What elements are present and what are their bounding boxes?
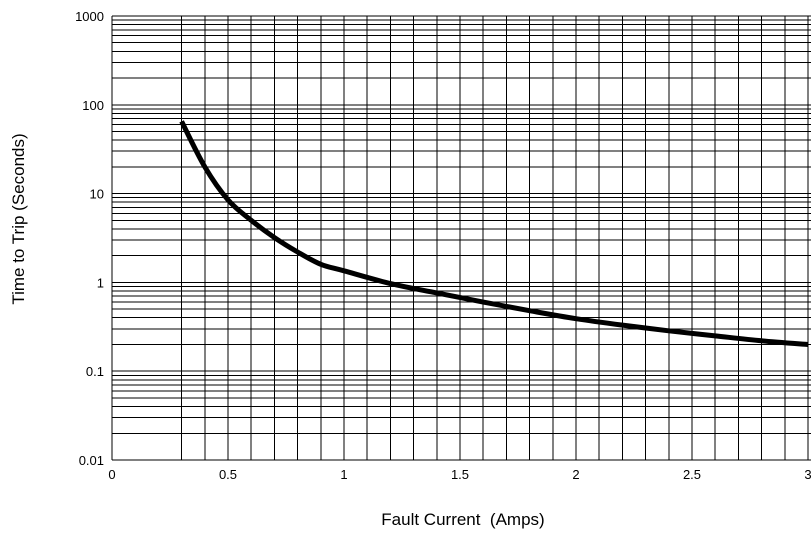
x-tick-label: 1.5	[451, 467, 469, 482]
grid-layer	[111, 15, 811, 461]
x-tick-label: 0.5	[219, 467, 237, 482]
y-tick-label: 10	[90, 187, 104, 202]
y-tick-label: 100	[82, 98, 104, 113]
x-tick-label: 1	[340, 467, 347, 482]
y-tick-label: 0.1	[86, 364, 104, 379]
x-tick-label: 2	[572, 467, 579, 482]
x-tick-label: 3	[804, 467, 811, 482]
x-tick-label: 0	[108, 467, 115, 482]
x-axis-title: Fault Current (Amps)	[381, 510, 544, 529]
y-axis-title: Time to Trip (Seconds)	[9, 133, 28, 304]
y-tick-label: 1	[97, 275, 104, 290]
tick-label-layer: 0 0.5 1 1.5 2 2.5 3 0.01 0.1 1 10 100 1000	[75, 9, 811, 482]
y-tick-label: 1000	[75, 9, 104, 24]
trip-curve-line	[179, 120, 809, 347]
x-tick-label: 2.5	[683, 467, 701, 482]
y-tick-label: 0.01	[79, 453, 104, 468]
curve-layer	[179, 120, 809, 347]
